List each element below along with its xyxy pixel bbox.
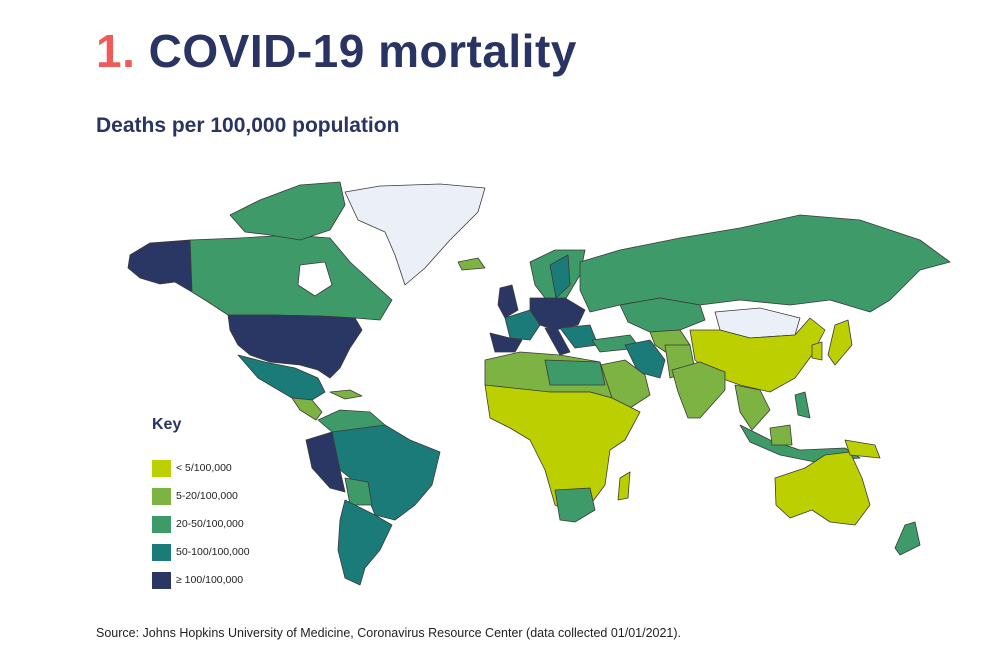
region-india: [671, 361, 726, 419]
legend-item: ≥ 100/100,000: [152, 566, 250, 594]
legend-title: Key: [152, 416, 182, 433]
region-peru: [305, 431, 346, 493]
map-legend: Key < 5/100,000 5-20/100,000 20-50/100,0…: [152, 416, 250, 594]
legend-label: 50-100/100,000: [176, 546, 250, 558]
region-iran: [624, 339, 666, 379]
legend-item: 5-20/100,000: [152, 482, 250, 510]
region-bolivia: [344, 477, 373, 506]
region-france: [504, 309, 541, 341]
region-borneo: [769, 424, 793, 446]
legend-label: ≥ 100/100,000: [176, 574, 244, 586]
region-caribbean: [329, 389, 363, 400]
region-southern-africa: [554, 487, 596, 523]
legend-swatch: [152, 459, 171, 477]
region-mexico: [237, 354, 326, 401]
region-central-america: [291, 397, 323, 421]
region-egypt-libya: [544, 359, 606, 386]
region-japan: [827, 319, 853, 366]
map-subtitle: Deaths per 100,000 population: [96, 114, 400, 137]
legend-label: 20-50/100,000: [176, 518, 244, 530]
region-se-asia: [734, 384, 771, 431]
region-madagascar: [617, 471, 631, 501]
region-korea: [811, 341, 823, 361]
region-arctic-islands: [229, 181, 346, 241]
region-russia: [579, 214, 951, 313]
region-kazakhstan: [619, 297, 706, 333]
source-note: Source: Johns Hopkins University of Medi…: [96, 626, 682, 640]
legend-item: < 5/100,000: [152, 454, 250, 482]
region-italy: [544, 327, 571, 356]
legend-swatch: [152, 571, 171, 589]
legend-swatch: [152, 515, 171, 533]
page-title: 1. COVID-19 mortality: [96, 24, 577, 78]
region-philippines: [794, 391, 811, 419]
region-iceland: [457, 257, 486, 271]
region-uk: [497, 284, 519, 319]
section-number: 1.: [96, 25, 136, 77]
region-argentina-chile: [337, 499, 393, 586]
region-sweden: [549, 254, 571, 299]
region-new-zealand: [894, 521, 921, 556]
region-australia: [774, 451, 871, 526]
legend-label: < 5/100,000: [176, 462, 232, 474]
legend-item: 50-100/100,000: [152, 538, 250, 566]
region-new-guinea: [844, 439, 881, 459]
legend-swatch: [152, 543, 171, 561]
region-hudson-bay: [297, 261, 333, 297]
title-text: COVID-19 mortality: [148, 25, 577, 77]
legend-item: 20-50/100,000: [152, 510, 250, 538]
region-alaska: [127, 239, 193, 293]
region-africa: [484, 384, 641, 513]
region-canada: [189, 234, 393, 321]
region-greenland: [344, 183, 486, 286]
region-usa: [227, 314, 363, 379]
legend-label: 5-20/100,000: [176, 490, 238, 502]
legend-swatch: [152, 487, 171, 505]
region-spain: [489, 332, 523, 353]
